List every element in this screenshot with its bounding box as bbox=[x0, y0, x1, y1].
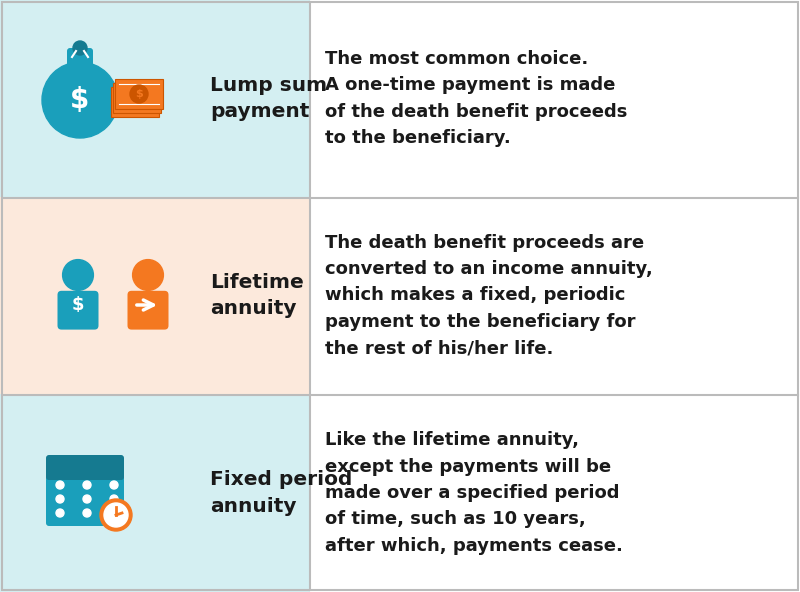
FancyBboxPatch shape bbox=[310, 0, 800, 197]
Circle shape bbox=[104, 503, 128, 527]
Text: The most common choice.
A one-time payment is made
of the death benefit proceeds: The most common choice. A one-time payme… bbox=[325, 50, 627, 147]
Text: Fixed period
annuity: Fixed period annuity bbox=[210, 470, 352, 516]
Circle shape bbox=[110, 481, 118, 489]
Text: The death benefit proceeds are
converted to an income annuity,
which makes a fix: The death benefit proceeds are converted… bbox=[325, 234, 653, 358]
FancyBboxPatch shape bbox=[0, 0, 310, 197]
FancyBboxPatch shape bbox=[0, 197, 310, 394]
FancyBboxPatch shape bbox=[113, 83, 161, 113]
Circle shape bbox=[62, 260, 94, 291]
Circle shape bbox=[42, 62, 118, 138]
FancyBboxPatch shape bbox=[67, 48, 93, 68]
FancyBboxPatch shape bbox=[127, 291, 169, 330]
FancyBboxPatch shape bbox=[310, 394, 800, 592]
Circle shape bbox=[56, 495, 64, 503]
Circle shape bbox=[133, 260, 163, 291]
Bar bbox=[49, 472, 121, 478]
Circle shape bbox=[83, 509, 91, 517]
Circle shape bbox=[83, 481, 91, 489]
Circle shape bbox=[56, 509, 64, 517]
Circle shape bbox=[83, 495, 91, 503]
FancyBboxPatch shape bbox=[46, 458, 124, 526]
Text: $: $ bbox=[135, 89, 143, 99]
Circle shape bbox=[100, 499, 132, 531]
Text: $: $ bbox=[70, 86, 90, 114]
FancyBboxPatch shape bbox=[115, 79, 163, 109]
FancyBboxPatch shape bbox=[0, 394, 310, 592]
Circle shape bbox=[56, 481, 64, 489]
Circle shape bbox=[130, 85, 148, 103]
Circle shape bbox=[73, 41, 87, 55]
Text: Lifetime
annuity: Lifetime annuity bbox=[210, 273, 304, 318]
FancyBboxPatch shape bbox=[111, 87, 159, 117]
Text: Lump sum
payment: Lump sum payment bbox=[210, 76, 327, 121]
FancyBboxPatch shape bbox=[58, 291, 98, 330]
Text: $: $ bbox=[72, 296, 84, 314]
FancyBboxPatch shape bbox=[310, 197, 800, 394]
Text: Like the lifetime annuity,
except the payments will be
made over a specified per: Like the lifetime annuity, except the pa… bbox=[325, 431, 623, 555]
Circle shape bbox=[110, 509, 118, 517]
Bar bbox=[49, 472, 121, 477]
FancyBboxPatch shape bbox=[46, 455, 124, 480]
Circle shape bbox=[110, 495, 118, 503]
